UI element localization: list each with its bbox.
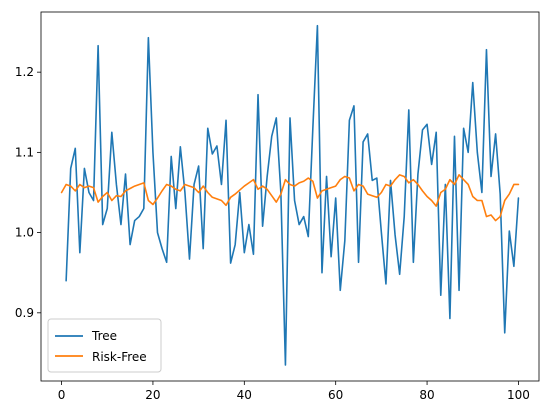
x-tick-label: 40	[237, 388, 252, 402]
y-tick-label: 1.0	[15, 226, 34, 240]
y-tick-label: 1.2	[15, 65, 34, 79]
axes-layer: 0 20 40 60 80 100 0.9 1.0 1.1 1.2	[15, 11, 540, 402]
y-tick-label: 1.1	[15, 145, 34, 159]
legend-label-risk-free: Risk-Free	[92, 350, 147, 364]
legend-label-tree: Tree	[91, 329, 117, 343]
x-tick-label: 80	[419, 388, 434, 402]
series-layer	[60, 24, 520, 366]
x-tick-label: 60	[328, 388, 343, 402]
y-tick-label: 0.9	[15, 306, 34, 320]
axes-frame	[40, 11, 540, 382]
legend-box	[47, 318, 162, 373]
series-line-risk-free	[60, 174, 520, 222]
x-tick-label: 0	[58, 388, 66, 402]
x-tick-label: 100	[507, 388, 530, 402]
legend: Tree Risk-Free	[47, 318, 162, 373]
x-tick-label: 20	[145, 388, 160, 402]
series-line-tree	[65, 24, 520, 366]
